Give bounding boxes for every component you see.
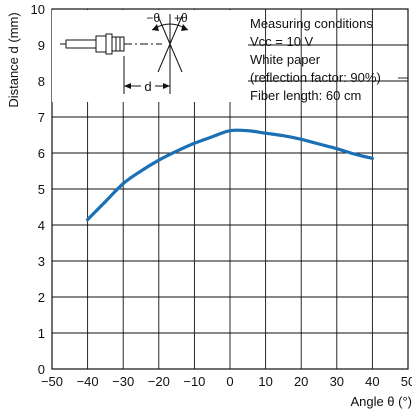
arrow-head-icon (163, 83, 170, 89)
y-tick-label: 4 (38, 218, 45, 233)
d-label: d (144, 79, 151, 94)
y-tick-label: 9 (38, 38, 45, 53)
plot-frame (51, 8, 409, 370)
y-tick-label: 0 (38, 362, 45, 377)
y-tick-label: 2 (38, 290, 45, 305)
x-tick-label: 0 (226, 374, 233, 389)
measuring-conditions: Measuring conditions Vcc = 10 V White pa… (250, 16, 381, 103)
y-tick-label: 3 (38, 254, 45, 269)
plus-theta-label: +θ (174, 11, 188, 25)
fiber-head (111, 36, 125, 52)
y-tick-label: 10 (31, 2, 45, 17)
x-tick-label: 10 (258, 374, 272, 389)
x-tick-label: 30 (330, 374, 344, 389)
fiber-nut (95, 35, 107, 53)
condition-line: Measuring conditions (250, 16, 373, 31)
y-tick-label: 6 (38, 146, 45, 161)
fiber-cable (65, 39, 97, 49)
condition-line: (reflection factor: 90%) (250, 70, 381, 85)
x-tick-label: 20 (294, 374, 308, 389)
y-axis-label: Distance d (mm) (6, 12, 21, 107)
series-group (86, 128, 374, 222)
y-tick-label: 7 (38, 110, 45, 125)
x-tick-label: 40 (365, 374, 379, 389)
tick-labels: −50 −40 −30 −20 −10 0 10 20 30 40 50 0 1 2 3 4 5 6 7 8 9 10 (31, 2, 412, 389)
diagram-background (52, 10, 248, 102)
condition-line: Vcc = 10 V (250, 34, 314, 49)
y-tick-label: 5 (38, 182, 45, 197)
x-tick-label: −50 (41, 374, 63, 389)
y-tick-label: 8 (38, 74, 45, 89)
x-axis-label: Angle θ (°) (350, 394, 412, 409)
x-tick-label: −20 (148, 374, 170, 389)
y-tick-label: 1 (38, 326, 45, 341)
condition-line: White paper (250, 52, 321, 67)
arrow-head-icon (152, 24, 159, 31)
x-tick-label: −10 (183, 374, 205, 389)
x-tick-label: 50 (401, 374, 412, 389)
minus-theta-label: −θ (146, 11, 160, 25)
fiber-nut (105, 33, 113, 55)
condition-line: Fiber length: 60 cm (250, 88, 361, 103)
x-tick-label: −40 (77, 374, 99, 389)
arrow-head-icon (124, 83, 131, 89)
arrow-head-icon (181, 24, 188, 31)
fiber-sensor-diagram: −θ +θ d (52, 10, 248, 102)
x-tick-label: −30 (112, 374, 134, 389)
